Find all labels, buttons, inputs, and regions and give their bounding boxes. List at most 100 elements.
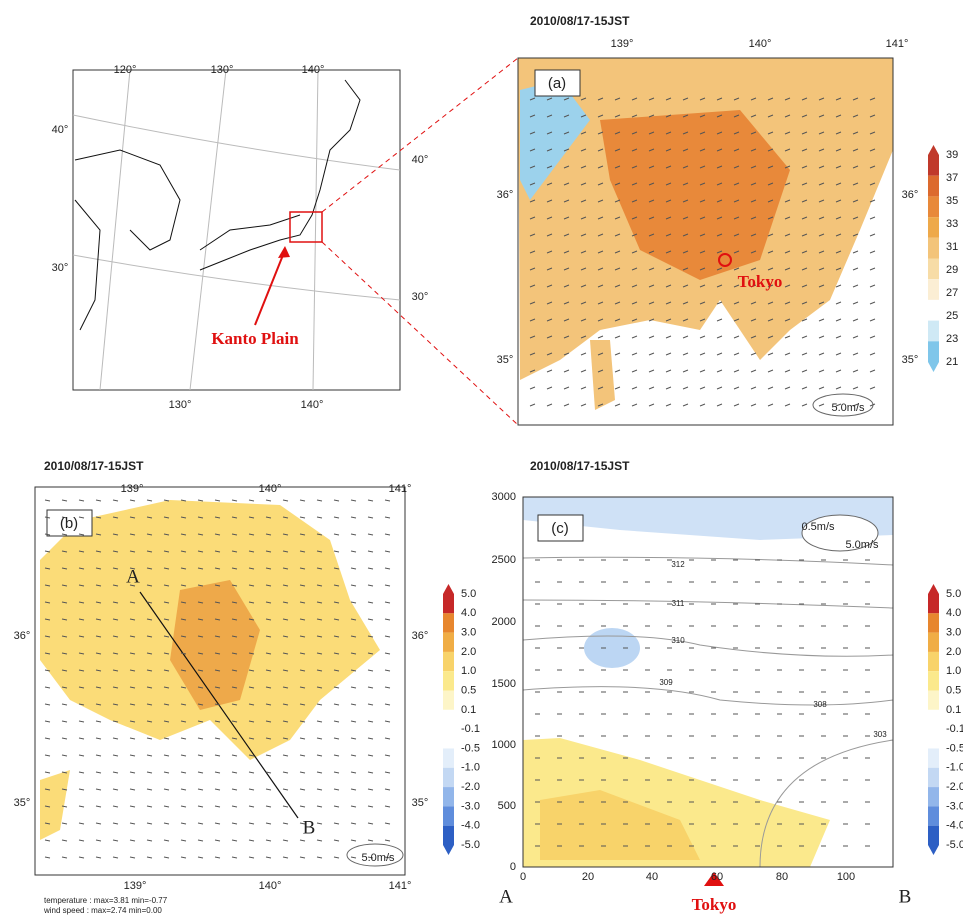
lat-label: 36° — [14, 630, 31, 642]
lat-label: 30° — [52, 262, 69, 274]
colorbar-label: 27 — [946, 287, 958, 299]
colorbar-tip — [928, 584, 939, 594]
colorbar-segment — [928, 594, 939, 613]
cool-area — [584, 628, 640, 668]
contour-label: 311 — [672, 599, 685, 608]
colorbar-label: -2.0 — [946, 781, 963, 793]
vector-scale: 5.0m/s — [845, 539, 879, 551]
colorbar-label: -0.1 — [946, 723, 963, 735]
colorbar-label: 3.0 — [946, 627, 961, 639]
lon-label: 139° — [124, 880, 147, 892]
x-tick-label: 0 — [520, 871, 526, 883]
annotation: Tokyo — [692, 895, 737, 914]
x-tick-label: 100 — [837, 871, 855, 883]
footer-note: wind speed : max=2.74 min=0.00 — [43, 906, 162, 915]
lon-label: 120° — [114, 64, 137, 76]
colorbar-segment — [928, 155, 939, 176]
colorbar-tip — [928, 362, 939, 372]
x-tick-label: 80 — [776, 871, 788, 883]
vector-scale: 5.0m/s — [831, 402, 865, 414]
colorbar-label: 2.0 — [461, 646, 476, 658]
y-tick-label: 3000 — [492, 491, 516, 503]
y-tick-label: 2000 — [492, 616, 516, 628]
colorbar-segment — [928, 279, 939, 300]
colorbar-segment — [443, 691, 454, 710]
colorbar-segment — [928, 806, 939, 825]
colorbar-label: -0.5 — [461, 742, 480, 754]
contour-label: 303 — [873, 730, 887, 739]
colorbar-label: 0.5 — [461, 684, 476, 696]
point-label: B — [303, 817, 316, 838]
panel-label: (b) — [60, 515, 78, 532]
lat-label: 36° — [497, 189, 514, 201]
lon-label: 140° — [301, 399, 324, 411]
colorbar-label: 33 — [946, 218, 958, 230]
y-tick-label: 1500 — [492, 678, 516, 690]
colorbar-label: -5.0 — [946, 839, 963, 851]
vector-scale: 0.5m/s — [801, 521, 835, 533]
x-tick-label: 60 — [711, 871, 723, 883]
x-tick-label: 20 — [582, 871, 594, 883]
colorbar-label: 5.0 — [946, 588, 961, 600]
colorbar-label: 35 — [946, 195, 958, 207]
colorbar-label: 1.0 — [461, 665, 476, 677]
colorbar-segment — [928, 691, 939, 710]
colorbar-label: -4.0 — [461, 820, 480, 832]
colorbar-segment — [928, 238, 939, 259]
figure: 120°130°140°40°30°40°30°130°140°Kanto Pl… — [0, 0, 963, 917]
lon-label: 141° — [389, 483, 412, 495]
colorbar-label: 29 — [946, 264, 958, 276]
colorbar-label: 0.5 — [946, 684, 961, 696]
annotation: Kanto Plain — [211, 329, 299, 348]
colorbar-segment — [928, 259, 939, 280]
lat-label: 36° — [412, 630, 429, 642]
colorbar-segment — [443, 710, 454, 729]
y-tick-label: 500 — [498, 800, 516, 812]
colorbar-label: 0.1 — [946, 704, 961, 716]
contour-label: 308 — [813, 700, 827, 709]
colorbar-label: -3.0 — [946, 800, 963, 812]
colorbar-label: 4.0 — [461, 607, 476, 619]
lon-label: 130° — [169, 399, 192, 411]
colorbar-segment — [928, 787, 939, 806]
colorbar-label: 0.1 — [461, 704, 476, 716]
colorbar-segment — [443, 806, 454, 825]
colorbar-label: 23 — [946, 333, 958, 345]
colorbar-segment — [928, 633, 939, 652]
point-label: B — [899, 886, 912, 907]
point-label: A — [126, 566, 140, 587]
colorbar-segment — [928, 671, 939, 690]
colorbar-label: -1.0 — [461, 762, 480, 774]
colorbar-segment — [928, 710, 939, 729]
colorbar-label: 5.0 — [461, 588, 476, 600]
lon-label: 130° — [211, 64, 234, 76]
lon-label: 141° — [886, 38, 909, 50]
colorbar-tip — [928, 845, 939, 855]
contour-label: 309 — [659, 678, 673, 687]
colorbar-segment — [443, 594, 454, 613]
lat-label: 35° — [902, 354, 919, 366]
colorbar-label: -5.0 — [461, 839, 480, 851]
colorbar-label: 25 — [946, 310, 958, 322]
lon-label: 139° — [611, 38, 634, 50]
colorbar-label: -1.0 — [946, 762, 963, 774]
colorbar-segment — [443, 748, 454, 767]
colorbar-segment — [443, 787, 454, 806]
lon-label: 140° — [302, 64, 325, 76]
panel-label: (c) — [551, 520, 569, 537]
colorbar-segment — [928, 768, 939, 787]
lat-label: 36° — [902, 189, 919, 201]
vector-scale: 5.0m/s — [361, 852, 395, 864]
lon-label: 141° — [389, 880, 412, 892]
panel-title: 2010/08/17-15JST — [530, 14, 630, 28]
colorbar-segment — [928, 729, 939, 748]
contour-label: 312 — [671, 560, 685, 569]
colorbar-segment — [928, 341, 939, 362]
colorbar-label: -4.0 — [946, 820, 963, 832]
point-label: A — [499, 886, 513, 907]
colorbar-label: -0.1 — [461, 723, 480, 735]
colorbar-label: 1.0 — [946, 665, 961, 677]
y-tick-label: 2500 — [492, 554, 516, 566]
colorbar-segment — [443, 671, 454, 690]
colorbar-label: 39 — [946, 149, 958, 161]
